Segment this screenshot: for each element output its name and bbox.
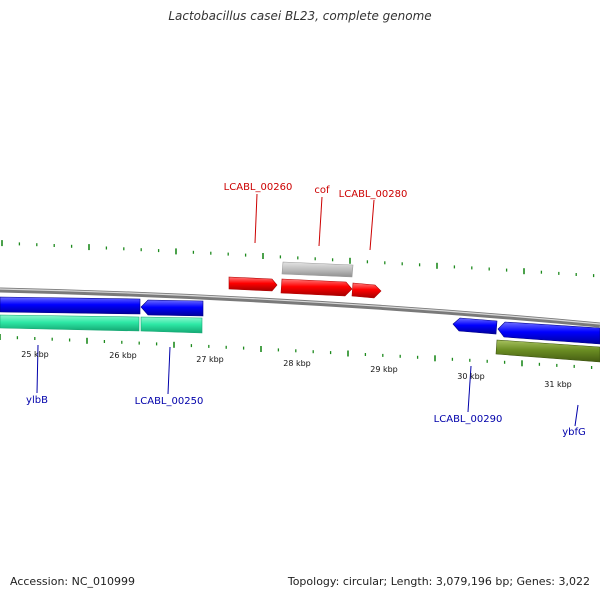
chromosome-backbone-highlight: [0, 288, 600, 325]
gene-label-ylbb[interactable]: ylbB: [26, 395, 48, 406]
ruler-label: 31 kbp: [544, 380, 572, 389]
leader-lcabl-00250: [167, 346, 171, 395]
gene-lcabl-00290-blue-arrow[interactable]: [452, 317, 498, 335]
tick-row-forward: [1, 240, 595, 278]
gene-ybfg-blue-arrow[interactable]: [497, 321, 600, 345]
ruler-label: 25 kbp: [21, 350, 49, 359]
leader-cof: [318, 196, 323, 247]
tick-row-ruler: [0, 334, 593, 369]
gene-lcabl-00280-arrow[interactable]: [351, 282, 382, 299]
gene-cof-grey-feature[interactable]: [281, 261, 354, 278]
leader-ylbb: [36, 344, 39, 394]
gene-label-lcabl-00260[interactable]: LCABL_00260: [224, 182, 293, 193]
ruler-label: 28 kbp: [283, 359, 311, 368]
gene-lcabl-00260-arrow[interactable]: [228, 276, 278, 292]
gene-ylbb-blue-arrow[interactable]: [0, 296, 141, 315]
leader-lcabl-00280: [369, 199, 375, 251]
ruler-label: 29 kbp: [370, 365, 398, 374]
gene-label-ybfg[interactable]: ybfG: [562, 427, 586, 438]
gene-label-lcabl-00290[interactable]: LCABL_00290: [434, 414, 503, 425]
gene-label-lcabl-00250[interactable]: LCABL_00250: [135, 396, 204, 407]
chromosome-backbone: [0, 287, 600, 328]
accession-text: Accession: NC_010999: [10, 575, 136, 588]
gene-lcabl-00250-blue-arrow[interactable]: [140, 299, 204, 317]
leader-ybfg: [574, 404, 579, 427]
gene-cof-arrow[interactable]: [280, 278, 353, 297]
gene-ylbb-teal-feature[interactable]: [0, 314, 140, 332]
leader-lcabl-00290: [467, 365, 472, 413]
gene-lcabl-00250-teal-feature[interactable]: [140, 316, 203, 334]
ruler-label: 27 kbp: [196, 355, 224, 364]
leader-lcabl-00260: [254, 193, 258, 244]
topology-text: Topology: circular; Length: 3,079,196 bp…: [287, 575, 590, 588]
gene-label-lcabl-00280[interactable]: LCABL_00280: [339, 189, 408, 200]
ruler-label: 30 kbp: [457, 372, 485, 381]
gene-ybfg-olive-feature[interactable]: [495, 339, 600, 363]
map-title: Lactobacillus casei BL23, complete genom…: [168, 9, 432, 23]
gene-label-cof[interactable]: cof: [314, 185, 330, 196]
ruler-label: 26 kbp: [109, 351, 137, 360]
